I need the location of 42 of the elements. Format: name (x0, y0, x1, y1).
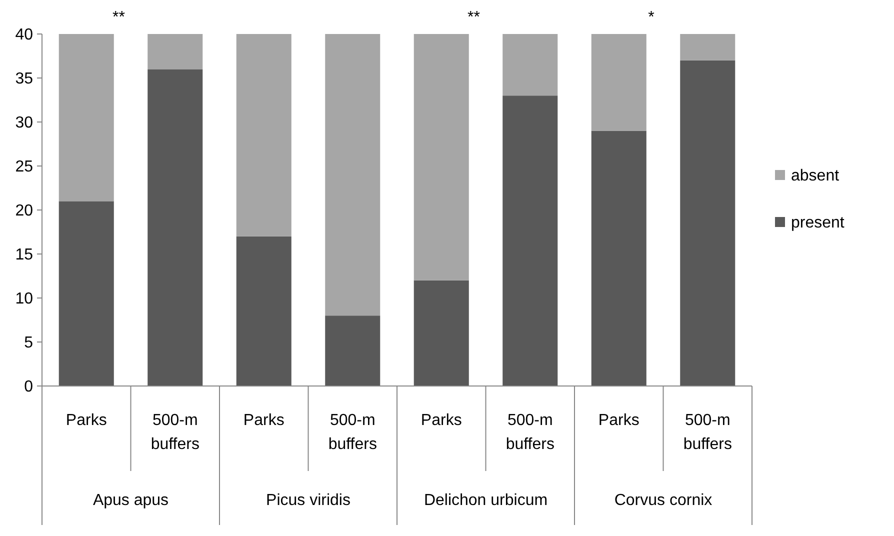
bar (236, 34, 292, 236)
legend-label: present (791, 214, 845, 232)
bar (502, 34, 558, 96)
text: Corvus cornix (614, 492, 712, 509)
bar (680, 60, 736, 386)
x-tick-label: 500-m buffers (683, 412, 732, 453)
bar (591, 34, 646, 131)
bar (148, 34, 203, 70)
bar (591, 130, 646, 386)
bar (58, 34, 114, 202)
y-tick-label: 0 (24, 378, 34, 396)
y-tick-label: 10 (15, 290, 34, 308)
y-tick-label: 15 (15, 246, 34, 264)
bar (325, 34, 380, 316)
y-tick-label: 25 (15, 158, 34, 176)
x-tick-label: 500-m buffers (150, 412, 200, 453)
legend-label: absent (791, 168, 840, 185)
text: ** (468, 9, 480, 26)
x-tick-label: 500-m buffers (328, 412, 377, 453)
y-tick-label: 40 (15, 26, 34, 44)
x-tick-label: 500-m buffers (506, 412, 554, 453)
y-tick-label: 30 (15, 114, 34, 132)
bar (148, 69, 203, 386)
y-tick-label: 20 (15, 202, 34, 220)
y-tick-label: 35 (15, 70, 34, 88)
x-tick-label: Parks (598, 412, 640, 429)
bar (58, 201, 114, 386)
x-tick-label: Parks (243, 412, 284, 429)
x-tick-label: Parks (420, 412, 462, 429)
text: Apus apus (92, 492, 169, 509)
x-tick-label: Parks (66, 412, 107, 429)
text: ** (112, 9, 125, 26)
text: Picus viridis (266, 492, 350, 509)
bar (414, 280, 469, 386)
bar (236, 236, 292, 386)
bar (414, 34, 469, 280)
bar (325, 316, 380, 386)
bar (502, 96, 558, 386)
y-tick-label: 5 (24, 334, 34, 352)
text: * (648, 9, 654, 26)
bar (680, 34, 736, 60)
text: Delichon urbicum (424, 492, 548, 509)
